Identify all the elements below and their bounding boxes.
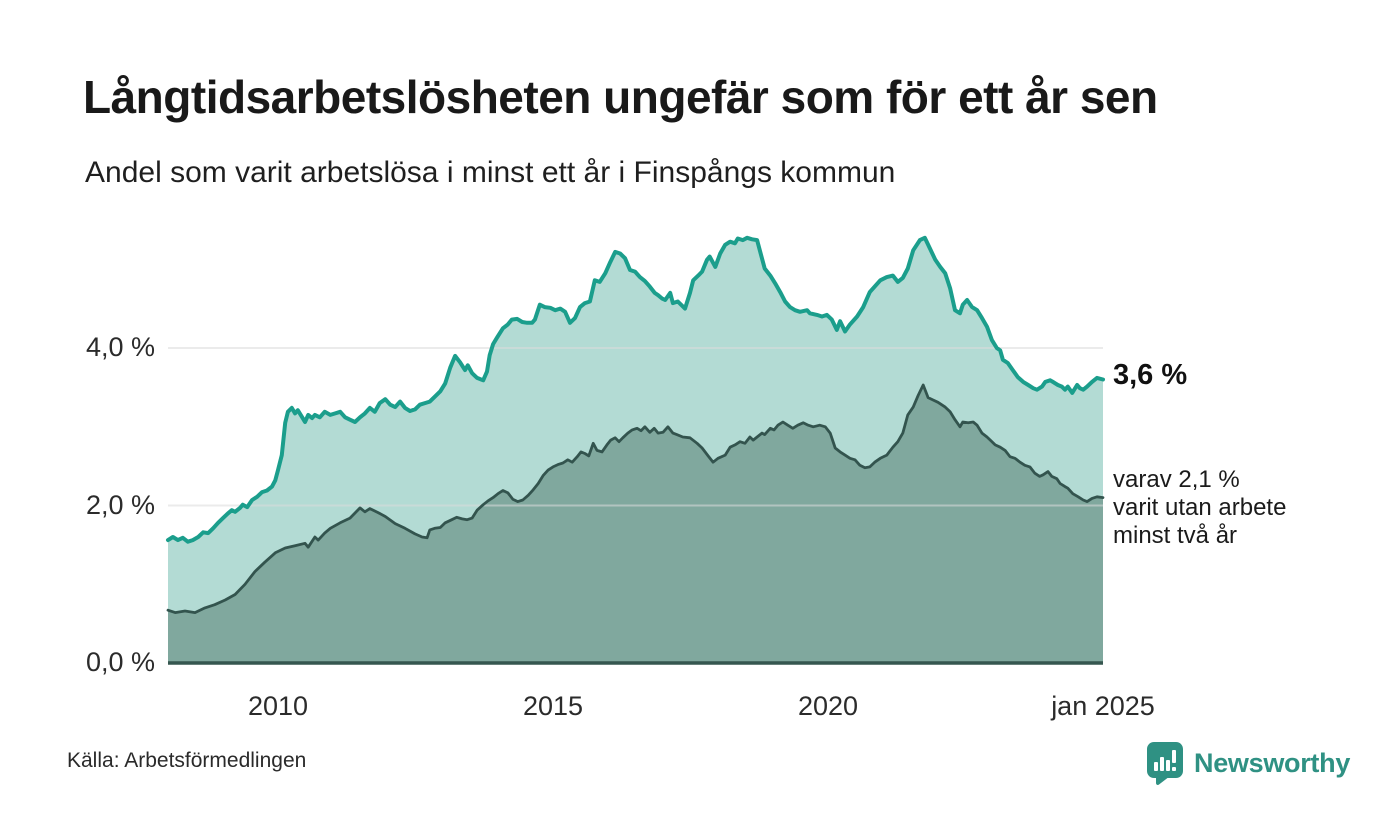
series-line-1 bbox=[166, 383, 1105, 614]
y-tick-label: 2,0 % bbox=[85, 489, 155, 520]
two-year-share-line1: varav 2,1 % bbox=[1113, 465, 1240, 493]
y-tick-label: 0,0 % bbox=[85, 647, 155, 677]
source-caption: Källa: Arbetsförmedlingen bbox=[67, 749, 307, 772]
newsworthy-logo: Newsworthy bbox=[1146, 740, 1350, 786]
x-tick-label: jan 2025 bbox=[1051, 691, 1155, 721]
two-year-share-label: varav 2,1 % varit utan arbete minst två … bbox=[1113, 466, 1286, 550]
latest-value-label: 3,6 % bbox=[1113, 358, 1188, 391]
two-year-share-line3: minst två år bbox=[1113, 521, 1238, 549]
x-tick-label: 2020 bbox=[797, 691, 859, 721]
newsworthy-speech-bubble-chart-icon bbox=[1147, 742, 1183, 785]
x-tick-label: 2010 bbox=[247, 691, 309, 721]
page-title: Långtidsarbetslösheten ungefär som för e… bbox=[83, 71, 1158, 123]
series-fill-1 bbox=[168, 385, 1103, 663]
two-year-share-line2: varit utan arbete bbox=[1113, 493, 1287, 521]
series-line-0 bbox=[166, 235, 1105, 544]
newsworthy-wordmark: Newsworthy bbox=[1194, 747, 1351, 778]
page-subtitle: Andel som varit arbetslösa i minst ett å… bbox=[85, 156, 896, 189]
y-tick-label: 4,0 % bbox=[85, 332, 155, 362]
x-tick-label: 2015 bbox=[522, 691, 584, 721]
